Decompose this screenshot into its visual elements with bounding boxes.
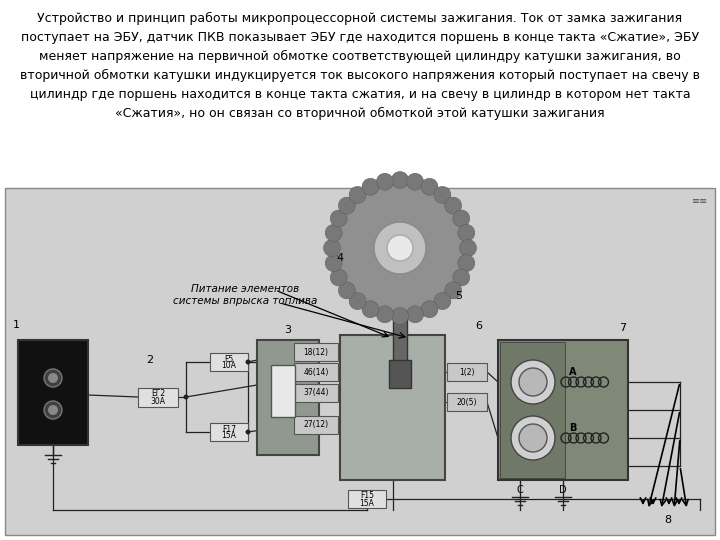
Circle shape: [184, 395, 189, 400]
Circle shape: [511, 416, 555, 460]
Circle shape: [458, 224, 474, 241]
Text: 1(2): 1(2): [459, 368, 474, 376]
Circle shape: [44, 369, 62, 387]
Text: 46(14): 46(14): [303, 368, 329, 376]
Text: 8: 8: [665, 515, 672, 525]
Circle shape: [445, 282, 462, 299]
Circle shape: [407, 306, 423, 323]
Text: 6: 6: [475, 321, 482, 331]
Circle shape: [44, 401, 62, 419]
Text: Устройство и принцип работы микропроцессорной системы зажигания. Ток от замка за: Устройство и принцип работы микропроцесс…: [37, 12, 683, 25]
Text: 1: 1: [13, 320, 20, 330]
FancyBboxPatch shape: [210, 353, 248, 371]
Text: С: С: [517, 485, 523, 495]
Circle shape: [445, 197, 462, 214]
Circle shape: [421, 301, 438, 318]
Circle shape: [338, 282, 356, 299]
Text: 4: 4: [336, 253, 343, 263]
FancyBboxPatch shape: [498, 340, 628, 480]
Circle shape: [332, 180, 468, 316]
Circle shape: [362, 301, 379, 318]
FancyBboxPatch shape: [393, 318, 407, 363]
FancyBboxPatch shape: [5, 188, 715, 535]
Text: ≡≡: ≡≡: [692, 196, 708, 206]
Circle shape: [48, 373, 58, 383]
FancyBboxPatch shape: [294, 384, 338, 402]
Circle shape: [458, 255, 474, 272]
Circle shape: [330, 269, 347, 286]
FancyBboxPatch shape: [294, 363, 338, 381]
Circle shape: [325, 255, 342, 272]
FancyBboxPatch shape: [271, 365, 295, 417]
FancyBboxPatch shape: [138, 388, 178, 407]
Circle shape: [392, 307, 408, 325]
Circle shape: [325, 224, 342, 241]
Circle shape: [434, 186, 451, 204]
FancyBboxPatch shape: [210, 423, 248, 441]
FancyBboxPatch shape: [348, 490, 386, 508]
Text: «Сжатия», но он связан со вторичной обмоткой этой катушки зажигания: «Сжатия», но он связан со вторичной обмо…: [115, 107, 605, 120]
Text: D: D: [559, 485, 567, 495]
FancyBboxPatch shape: [447, 393, 487, 411]
FancyBboxPatch shape: [500, 342, 565, 478]
FancyBboxPatch shape: [340, 335, 445, 480]
FancyBboxPatch shape: [294, 416, 338, 434]
Text: ЕГ2: ЕГ2: [151, 389, 165, 399]
Circle shape: [392, 172, 408, 188]
FancyBboxPatch shape: [257, 340, 319, 455]
Text: 15А: 15А: [359, 498, 374, 508]
Circle shape: [434, 293, 451, 309]
Circle shape: [377, 306, 393, 323]
Text: 30А: 30А: [150, 396, 166, 406]
Circle shape: [330, 210, 347, 227]
Circle shape: [407, 173, 423, 190]
Circle shape: [338, 197, 356, 214]
Circle shape: [387, 235, 413, 261]
Circle shape: [374, 222, 426, 274]
Text: 27(12): 27(12): [303, 421, 328, 429]
Text: вторичной обмотки катушки индукцируется ток высокого напряжения который поступае: вторичной обмотки катушки индукцируется …: [20, 69, 700, 82]
Circle shape: [323, 240, 341, 256]
Circle shape: [453, 210, 469, 227]
Circle shape: [362, 178, 379, 195]
FancyBboxPatch shape: [389, 360, 411, 388]
Text: 10А: 10А: [222, 361, 236, 370]
Text: F15: F15: [360, 491, 374, 501]
Circle shape: [459, 240, 477, 256]
Text: поступает на ЭБУ, датчик ПКВ показывает ЭБУ где находится поршень в конце такта : поступает на ЭБУ, датчик ПКВ показывает …: [21, 31, 699, 44]
Circle shape: [511, 360, 555, 404]
Circle shape: [48, 405, 58, 415]
FancyBboxPatch shape: [0, 0, 720, 185]
Text: меняет напряжение на первичной обмотке соответствующей цилиндру катушки зажигани: меняет напряжение на первичной обмотке с…: [39, 50, 681, 63]
Circle shape: [349, 186, 366, 204]
Text: 18(12): 18(12): [304, 348, 328, 356]
Text: 15А: 15А: [222, 431, 236, 441]
Circle shape: [519, 368, 547, 396]
Text: 20(5): 20(5): [456, 397, 477, 407]
FancyBboxPatch shape: [18, 340, 88, 445]
Text: F5: F5: [225, 354, 233, 363]
FancyBboxPatch shape: [447, 363, 487, 381]
Circle shape: [519, 424, 547, 452]
Text: 37(44): 37(44): [303, 388, 329, 397]
Text: Питание элементов
системы впрыска топлива: Питание элементов системы впрыска топлив…: [173, 284, 318, 306]
Text: F17: F17: [222, 424, 236, 434]
Text: 5: 5: [455, 291, 462, 301]
Text: 3: 3: [284, 325, 292, 335]
Text: 7: 7: [619, 323, 626, 333]
Circle shape: [377, 173, 393, 190]
Text: В: В: [570, 423, 577, 433]
Text: 2: 2: [146, 355, 153, 365]
Circle shape: [421, 178, 438, 195]
Circle shape: [246, 429, 251, 435]
Circle shape: [453, 269, 469, 286]
FancyBboxPatch shape: [294, 343, 338, 361]
Circle shape: [349, 293, 366, 309]
Text: А: А: [570, 367, 577, 377]
Text: цилиндр где поршень находится в конце такта сжатия, и на свечу в цилиндр в котор: цилиндр где поршень находится в конце та…: [30, 88, 690, 101]
Circle shape: [246, 360, 251, 365]
